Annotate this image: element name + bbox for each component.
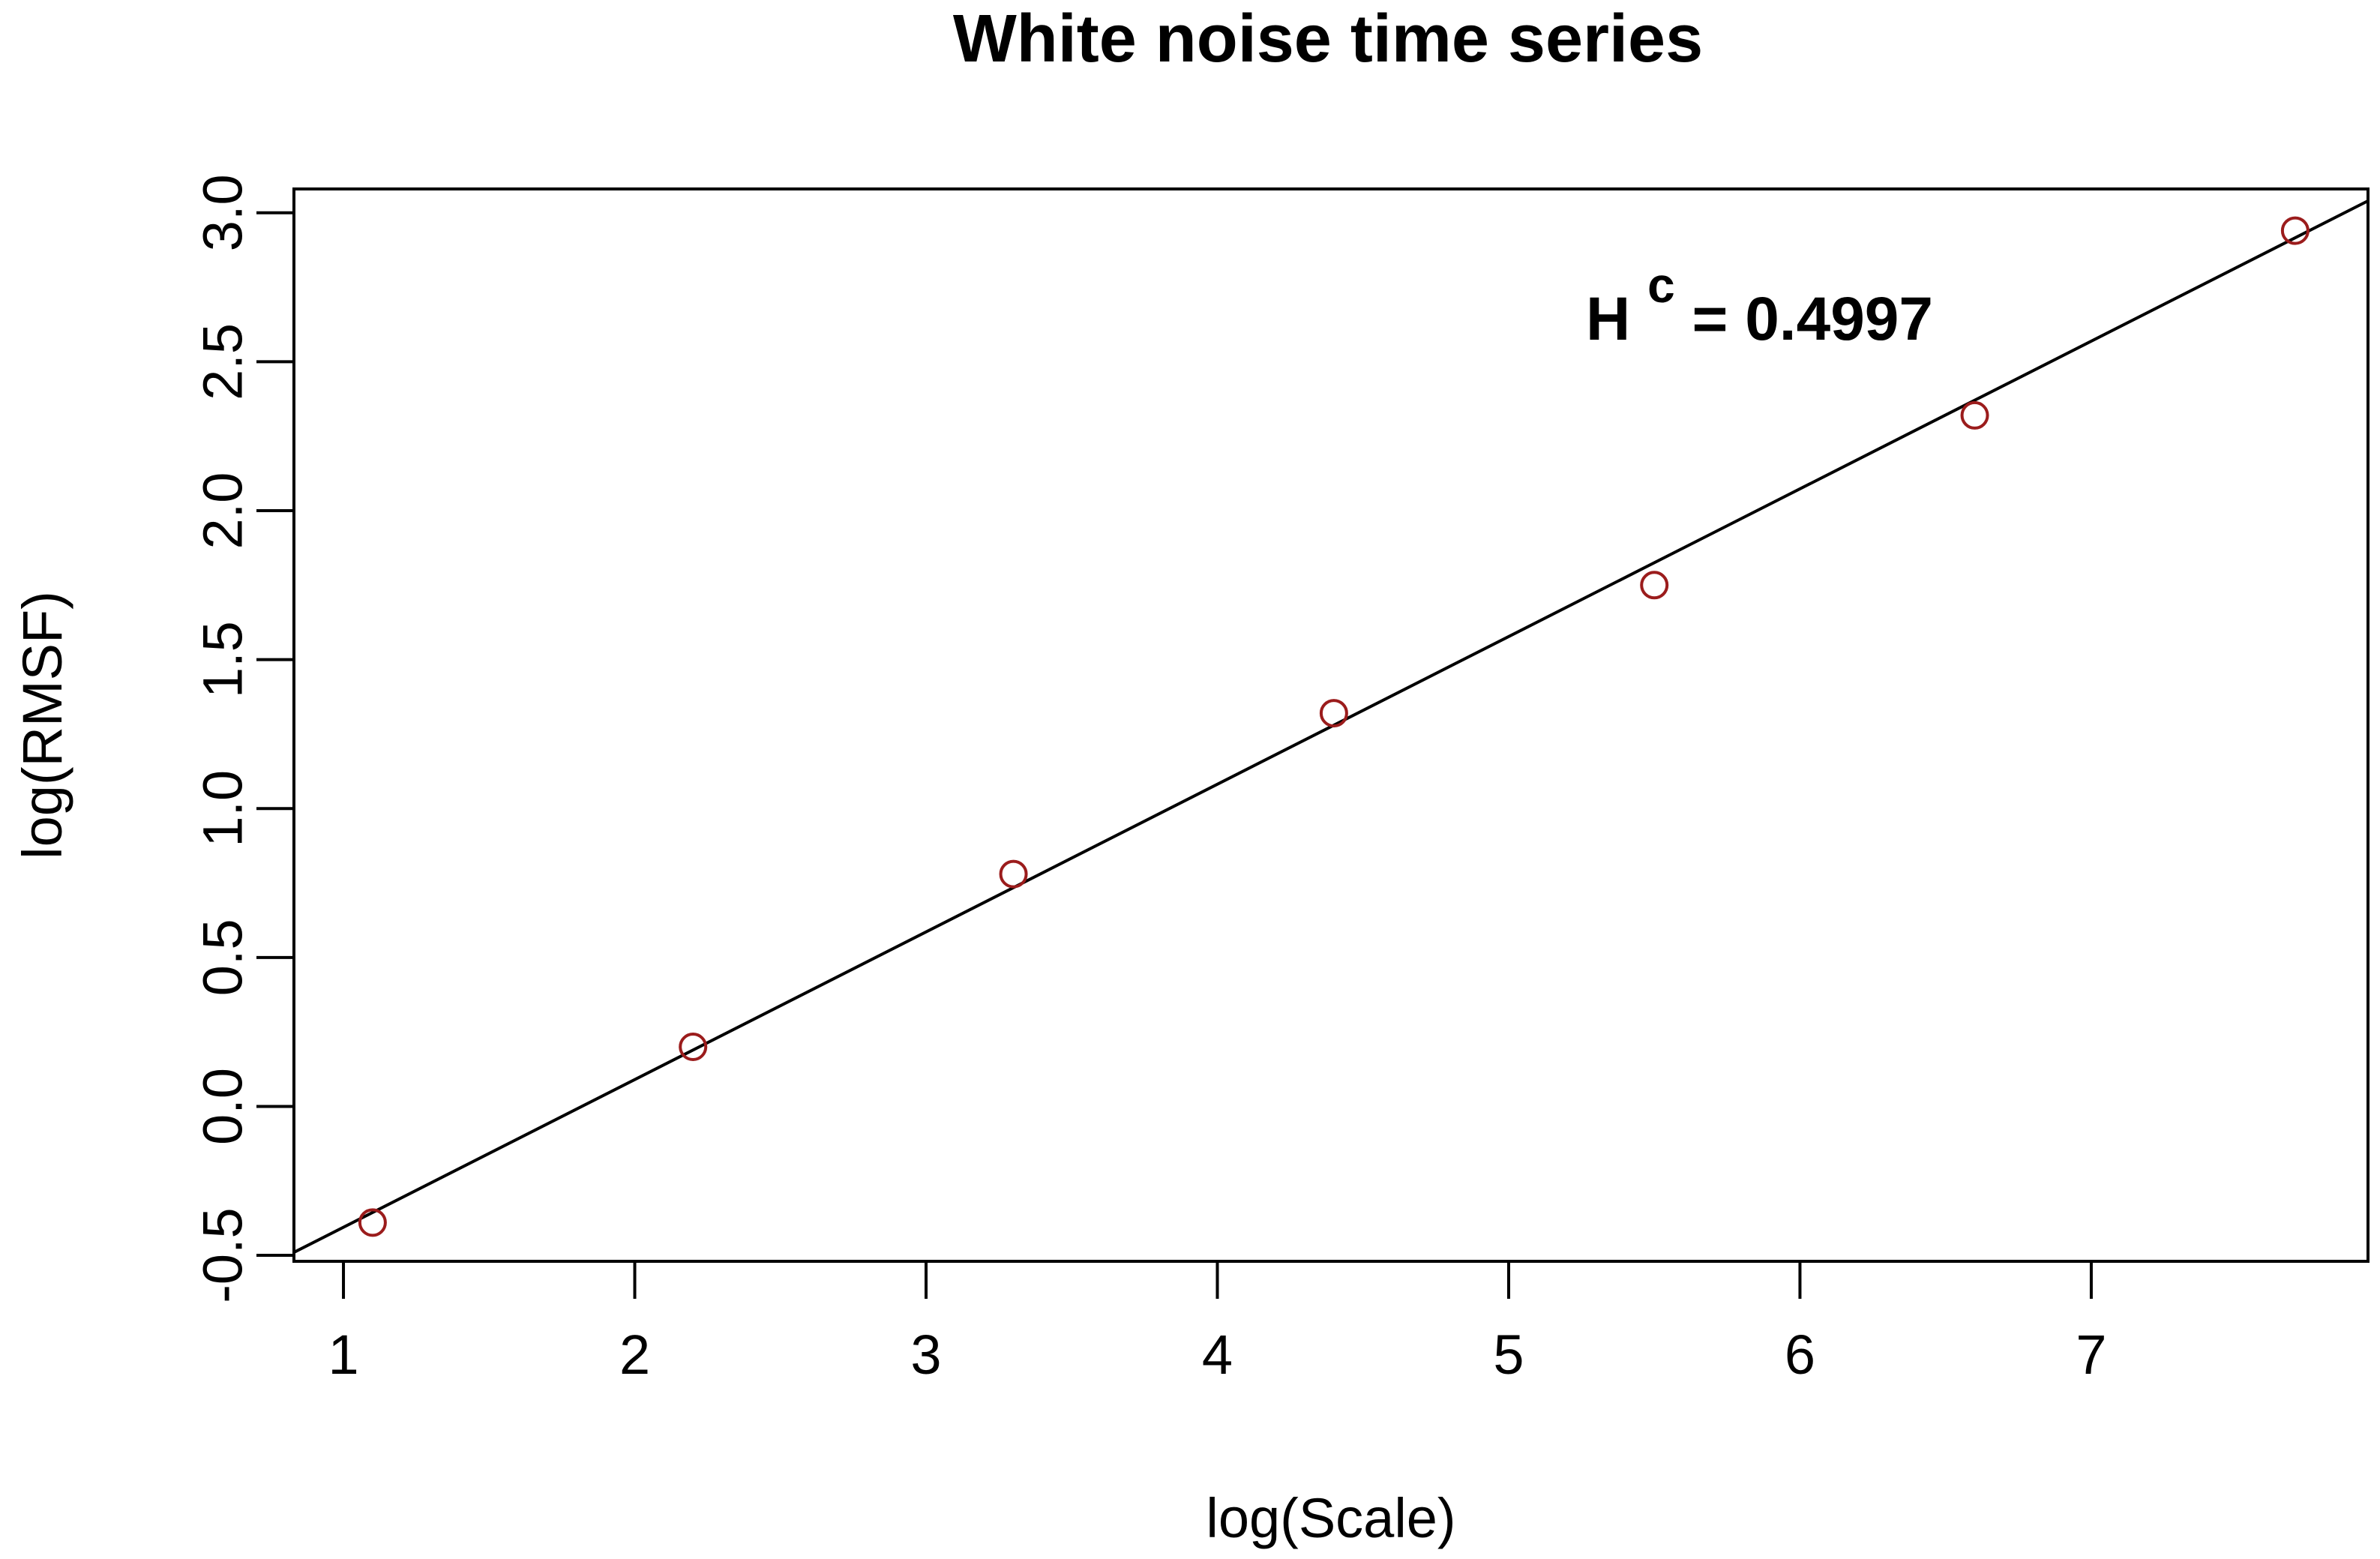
x-axis: 1 2 3 4 5 6 7 [328, 1260, 2107, 1386]
y-tick-label: 3.0 [192, 174, 254, 251]
y-tick-label: 0.0 [192, 1068, 254, 1145]
data-points [358, 216, 2310, 1237]
x-tick-label: 2 [619, 1324, 650, 1386]
x-tick-label: 3 [910, 1324, 941, 1386]
data-point [2280, 216, 2310, 245]
data-point [1640, 571, 1669, 600]
data-point [679, 1033, 708, 1061]
x-axis-label: log(Scale) [1206, 1487, 1455, 1549]
chart-title: White noise time series [953, 1, 1703, 76]
data-point [358, 1208, 387, 1237]
x-tick-label: 4 [1202, 1324, 1233, 1386]
data-point [1960, 400, 1989, 430]
annotation-superscript: c [1647, 257, 1675, 313]
hurst-annotation: H c = 0.4997 [1586, 247, 1933, 353]
y-tick-label: 2.0 [192, 472, 254, 550]
x-tick-label: 6 [1785, 1324, 1815, 1386]
x-tick-label: 1 [328, 1324, 358, 1386]
data-point [999, 859, 1028, 889]
x-tick-label: 5 [1493, 1324, 1524, 1386]
x-tick-label: 7 [2076, 1324, 2106, 1386]
y-tick-label: 2.5 [192, 323, 254, 400]
data-point [1319, 699, 1348, 728]
y-tick-label: 1.5 [192, 621, 254, 698]
annotation-value: = 0.4997 [1692, 285, 1933, 353]
annotation-base: H [1586, 285, 1630, 353]
y-tick-label: -0.5 [192, 1207, 254, 1303]
y-axis: -0.5 0.0 0.5 1.0 1.5 2.0 2.5 3.0 [192, 174, 295, 1303]
y-tick-label: 0.5 [192, 919, 254, 996]
y-axis-label: log(RMSF) [11, 591, 73, 859]
y-tick-label: 1.0 [192, 770, 254, 847]
